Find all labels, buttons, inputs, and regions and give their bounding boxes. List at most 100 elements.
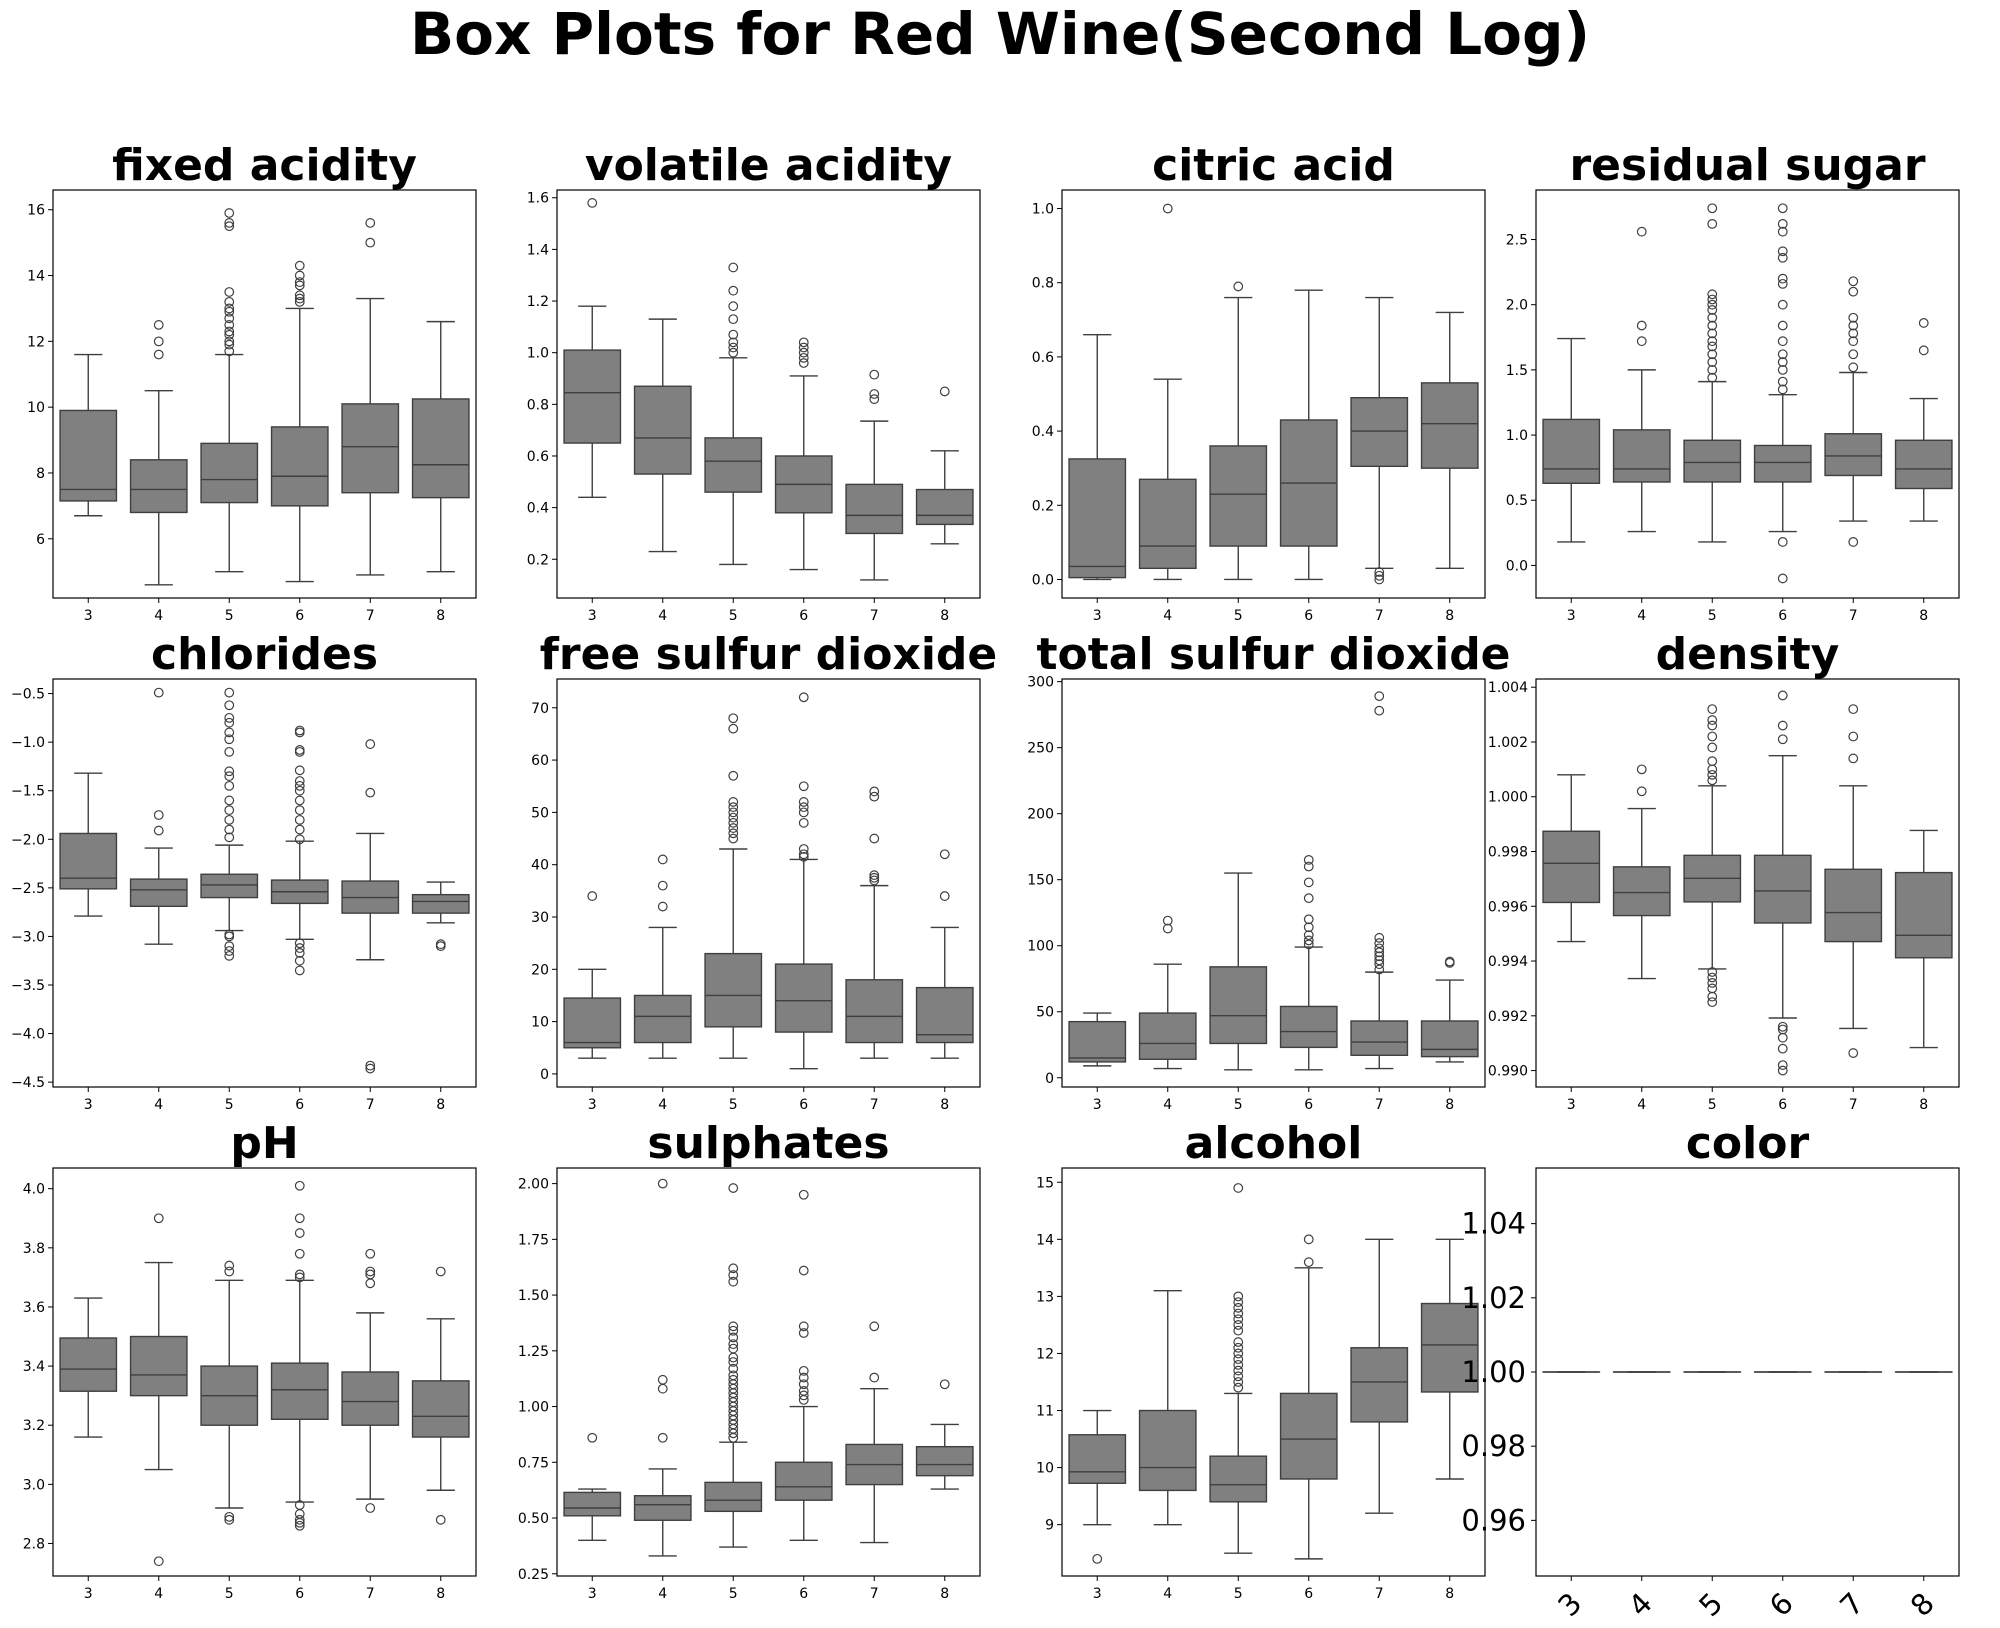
outlier-point — [798, 797, 809, 807]
outlier-point — [1233, 1359, 1244, 1370]
x-tick-label: 4 — [658, 608, 667, 624]
box-iqr — [1753, 854, 1812, 924]
outlier-point — [1777, 299, 1788, 310]
outlier-point — [1374, 574, 1385, 585]
x-tick-label: 3 — [1093, 1097, 1102, 1113]
box-iqr — [845, 979, 904, 1044]
outlier-point — [224, 780, 235, 791]
outlier-point — [1233, 1371, 1244, 1382]
y-tick-label: 0.0 — [1506, 558, 1528, 574]
y-tick-label: 0.990 — [1488, 1064, 1528, 1080]
outlier-point — [153, 687, 164, 698]
y-tick-label: −2.5 — [11, 881, 45, 897]
outlier-point — [798, 807, 809, 818]
subplot-title: citric acid — [1152, 140, 1395, 191]
outlier-point — [1707, 336, 1718, 347]
x-tick-label: 5 — [729, 1586, 738, 1602]
y-tick-label: 12 — [27, 334, 45, 350]
box-iqr — [59, 409, 118, 502]
outlier-point — [1707, 775, 1718, 786]
outlier-point — [1233, 1365, 1244, 1376]
x-tick-label: 4 — [1637, 608, 1646, 624]
outlier-point — [224, 313, 235, 324]
x-tick-label: 8 — [1919, 1097, 1928, 1113]
outlier-point — [224, 766, 235, 777]
axes-frame — [52, 1167, 477, 1577]
box-iqr — [411, 893, 470, 914]
y-tick-label: 4.0 — [23, 1182, 45, 1198]
outlier-point — [1707, 967, 1718, 977]
outlier-point — [1707, 991, 1718, 1002]
outlier-point — [1707, 756, 1718, 767]
outlier-point — [1444, 956, 1455, 967]
subplot: chlorides −4.5 −4.0 −3.5 −3.0 −2.5 −2.0 −1.5 −1.… — [11, 629, 477, 1113]
outlier-point — [728, 1321, 739, 1332]
x-tick-label: 6 — [799, 608, 808, 624]
outlier-point — [153, 1213, 164, 1224]
outlier-point — [1162, 203, 1173, 214]
y-tick-label: 300 — [1027, 675, 1054, 691]
outlier-point — [365, 1063, 376, 1074]
y-tick-label: 1.002 — [1488, 735, 1528, 751]
outlier-point — [728, 723, 739, 734]
y-tick-label: 40 — [531, 858, 549, 874]
x-tick-label: 7 — [1375, 1586, 1384, 1602]
outlier-point — [1777, 384, 1788, 395]
outlier-point — [1777, 203, 1788, 214]
x-tick-label: 3 — [84, 1097, 93, 1113]
subplot-title: residual sugar — [1569, 140, 1925, 191]
x-tick-label: 3 — [588, 1586, 597, 1602]
y-tick-label: 1.000 — [1488, 790, 1528, 806]
y-tick-label: 250 — [1027, 741, 1054, 757]
outlier-point — [728, 1343, 739, 1354]
outlier-point — [1303, 1234, 1314, 1245]
outlier-point — [939, 891, 950, 901]
outlier-point — [728, 1270, 739, 1280]
outlier-point — [294, 293, 305, 304]
box-iqr — [129, 1335, 188, 1397]
subplot: color 0.96 0.98 1.00 1.02 1.04 3 4 5 6 7 8 — [1461, 1118, 1960, 1623]
box-iqr — [1350, 1347, 1409, 1423]
y-tick-label: 1.0 — [527, 346, 549, 362]
outlier-point — [657, 854, 668, 865]
outlier-point — [224, 1266, 235, 1277]
outlier-point — [1777, 734, 1788, 745]
box-iqr — [411, 398, 470, 499]
outlier-point — [798, 1390, 809, 1401]
outlier-point — [1777, 278, 1788, 289]
box-iqr — [129, 459, 188, 514]
box-iqr — [1138, 1409, 1197, 1492]
x-tick-label: 7 — [1375, 1097, 1384, 1113]
y-tick-label: 1.6 — [527, 191, 549, 207]
outlier-point — [728, 285, 739, 296]
x-tick-label: 6 — [1763, 1586, 1800, 1623]
y-tick-label: 50 — [1036, 1005, 1054, 1021]
box-iqr — [1420, 382, 1479, 469]
outlier-point — [728, 1263, 739, 1274]
y-tick-label: 0.8 — [527, 397, 549, 413]
x-tick-label: 5 — [1692, 1586, 1729, 1623]
y-tick-label: 9 — [1045, 1518, 1054, 1534]
y-tick-label: 8 — [36, 466, 45, 482]
box-iqr — [1279, 1392, 1338, 1480]
outlier-point — [798, 1189, 809, 1200]
outlier-point — [1777, 1065, 1788, 1076]
outlier-point — [798, 342, 809, 353]
outlier-point — [728, 797, 739, 807]
outlier-point — [294, 1213, 305, 1224]
x-tick-label: 8 — [436, 608, 445, 624]
outlier-point — [798, 849, 809, 860]
outlier-point — [224, 931, 235, 942]
outlier-point — [939, 386, 950, 397]
outlier-point — [587, 1432, 598, 1443]
outlier-point — [1233, 1354, 1244, 1365]
outlier-point — [224, 329, 235, 340]
outlier-point — [294, 785, 305, 796]
outlier-point — [1707, 764, 1718, 775]
outlier-point — [1374, 570, 1385, 581]
x-tick-label: 7 — [366, 1097, 375, 1113]
outlier-point — [798, 692, 809, 703]
outlier-point — [587, 891, 598, 901]
y-tick-label: 1.04 — [1461, 1207, 1526, 1241]
